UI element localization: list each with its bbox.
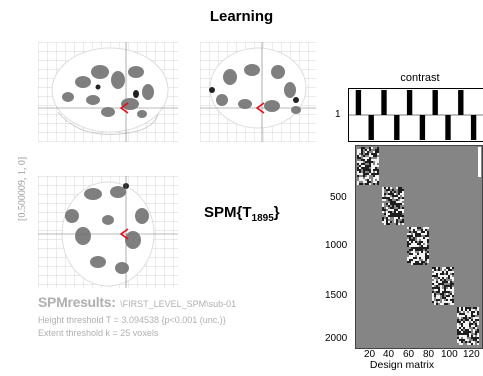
dm-x-tick-60: 60 (403, 349, 415, 360)
spm-results-info: SPMresults: \FIRST_LEVEL_SPM\sub-01 Heig… (38, 294, 236, 338)
extent-threshold-text: Extent threshold k = 25 voxels (38, 328, 159, 338)
dm-x-tick-20: 20 (364, 349, 376, 360)
spm-statistic-label: SPM{T1895} (204, 204, 280, 224)
glass-brain-coronal[interactable] (200, 42, 316, 142)
contrast-weight-bar (419, 115, 426, 140)
dm-x-tick-40: 40 (383, 349, 395, 360)
dm-y-tick-2000: 2000 (325, 333, 348, 344)
contrast-weight-bar (394, 115, 400, 140)
results-heading: SPMresults: (38, 294, 116, 310)
design-matrix-title: Design matrix (369, 359, 435, 371)
coordinates-readout: [0.500009, 1, 0] (17, 156, 28, 221)
contrast-weight-bar (470, 115, 477, 140)
cursor-marker (119, 228, 129, 240)
dm-y-tick-500: 500 (330, 192, 347, 203)
cursor-marker (119, 102, 129, 114)
dm-y-tick-1000: 1000 (325, 240, 348, 251)
results-path: \FIRST_LEVEL_SPM\sub-01 (120, 299, 237, 309)
contrast-title: contrast (400, 72, 440, 84)
dm-y-tick-1500: 1500 (325, 290, 348, 301)
glass-brain-axial[interactable] (38, 176, 178, 288)
glass-brain-sagittal[interactable] (38, 42, 178, 142)
contrast-weight-bar (458, 90, 464, 115)
contrast-weight-bar (368, 115, 374, 140)
height-threshold-text: Height threshold T = 3.094538 {p<0.001 (… (38, 315, 226, 325)
contrast-plot[interactable] (348, 88, 483, 142)
contrast-weight-bar (355, 90, 362, 115)
dm-x-tick-80: 80 (423, 349, 435, 360)
contrast-weight-bar (432, 90, 438, 115)
dm-x-tick-100: 100 (441, 349, 458, 360)
contrast-weight-bar (381, 90, 387, 115)
contrast-tick-label: 1 (335, 109, 341, 120)
figure-title: Learning (209, 8, 274, 25)
dm-x-tick-120: 120 (463, 349, 480, 360)
contrast-weight-bar (406, 90, 413, 115)
cursor-marker (255, 102, 265, 114)
contrast-weight-bar (445, 115, 451, 140)
design-matrix-image[interactable] (355, 145, 483, 349)
